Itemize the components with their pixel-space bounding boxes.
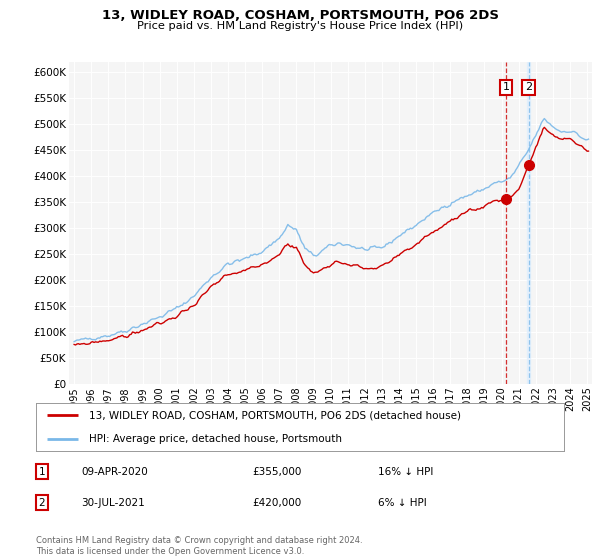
Text: 1: 1 <box>503 82 509 92</box>
Text: 16% ↓ HPI: 16% ↓ HPI <box>378 467 433 477</box>
Text: 13, WIDLEY ROAD, COSHAM, PORTSMOUTH, PO6 2DS (detached house): 13, WIDLEY ROAD, COSHAM, PORTSMOUTH, PO6… <box>89 410 461 420</box>
Text: 2: 2 <box>38 498 46 507</box>
Text: 2: 2 <box>525 82 532 92</box>
Text: 1: 1 <box>38 467 46 477</box>
Text: Contains HM Land Registry data © Crown copyright and database right 2024.
This d: Contains HM Land Registry data © Crown c… <box>36 536 362 556</box>
Text: Price paid vs. HM Land Registry's House Price Index (HPI): Price paid vs. HM Land Registry's House … <box>137 21 463 31</box>
Text: 09-APR-2020: 09-APR-2020 <box>81 467 148 477</box>
Text: 6% ↓ HPI: 6% ↓ HPI <box>378 498 427 507</box>
Text: £420,000: £420,000 <box>252 498 301 507</box>
Text: 13, WIDLEY ROAD, COSHAM, PORTSMOUTH, PO6 2DS: 13, WIDLEY ROAD, COSHAM, PORTSMOUTH, PO6… <box>101 9 499 22</box>
Text: 30-JUL-2021: 30-JUL-2021 <box>81 498 145 507</box>
Text: £355,000: £355,000 <box>252 467 301 477</box>
Text: HPI: Average price, detached house, Portsmouth: HPI: Average price, detached house, Port… <box>89 434 342 444</box>
Bar <box>527 62 530 384</box>
